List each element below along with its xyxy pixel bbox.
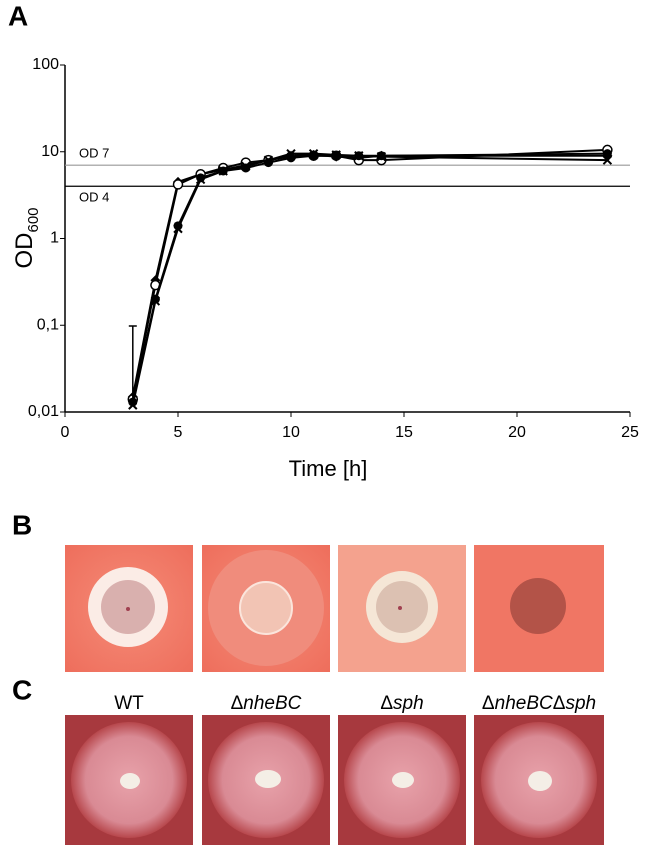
panel-label: B <box>12 509 32 540</box>
panel-label: C <box>12 674 32 705</box>
plates-c <box>65 715 604 845</box>
series <box>127 144 613 405</box>
series-line <box>131 148 608 400</box>
point <box>218 166 228 176</box>
strain-label-part: Δ <box>231 693 244 714</box>
y-tick-label: 1 <box>50 230 59 247</box>
x-tick-label: 0 <box>61 424 70 441</box>
reference-label: OD 7 <box>79 146 109 161</box>
y-tick-label: 100 <box>32 56 59 73</box>
x-tick-label: 5 <box>174 424 183 441</box>
plate <box>65 545 193 672</box>
point <box>602 155 613 165</box>
x-tick-label: 20 <box>508 424 526 441</box>
strain-label: Δsph <box>380 693 423 714</box>
strain-label: ΔnheBC <box>231 693 302 714</box>
point <box>172 179 184 190</box>
strain-label-part: Δ <box>553 693 566 714</box>
y-axis-label: OD600 <box>11 207 42 268</box>
series <box>127 149 613 402</box>
x-tick-label: 15 <box>395 424 413 441</box>
plate <box>65 715 193 845</box>
point <box>331 150 341 160</box>
point <box>354 151 364 161</box>
x-axis-label: Time [h] <box>289 456 368 481</box>
strain-label-part: WT <box>114 693 144 714</box>
plate <box>202 715 330 845</box>
series <box>128 149 612 407</box>
plate <box>338 545 466 672</box>
point <box>195 174 206 185</box>
panel-label: A <box>8 0 28 31</box>
plate <box>474 545 604 672</box>
plate <box>474 715 604 845</box>
strain-label-part: sph <box>565 693 596 714</box>
strain-label: ΔnheBCΔsph <box>482 693 596 714</box>
strain-label-part: Δ <box>380 693 393 714</box>
plates-b <box>65 545 604 672</box>
plate <box>338 715 466 845</box>
y-axis-label-main: OD <box>11 233 38 269</box>
point <box>196 173 206 183</box>
point <box>602 149 612 159</box>
reference-label: OD 4 <box>79 190 109 205</box>
series <box>128 148 613 410</box>
y-tick-label: 0,01 <box>28 403 59 420</box>
series-line <box>131 152 608 406</box>
y-axis-label-sub: 600 <box>25 207 42 232</box>
x-tick-label: 10 <box>282 424 300 441</box>
x-tick-label: 25 <box>621 424 639 441</box>
strain-label: WT <box>114 693 144 714</box>
error-bar <box>128 325 137 403</box>
point <box>308 148 319 159</box>
series-line <box>131 153 608 397</box>
y-tick-label: 10 <box>41 143 59 160</box>
strain-label-part: Δ <box>482 693 495 714</box>
point <box>263 155 274 165</box>
plate <box>202 545 330 672</box>
strain-label-part: sph <box>393 693 424 714</box>
point <box>173 223 183 234</box>
y-tick-label: 0,1 <box>37 316 59 333</box>
point <box>241 161 251 171</box>
strain-label-part: nheBC <box>495 693 553 714</box>
point <box>128 400 138 410</box>
strain-label-part: nheBC <box>243 693 301 714</box>
point <box>376 151 387 162</box>
point <box>286 148 296 159</box>
point <box>150 296 161 306</box>
series-line <box>131 152 608 403</box>
